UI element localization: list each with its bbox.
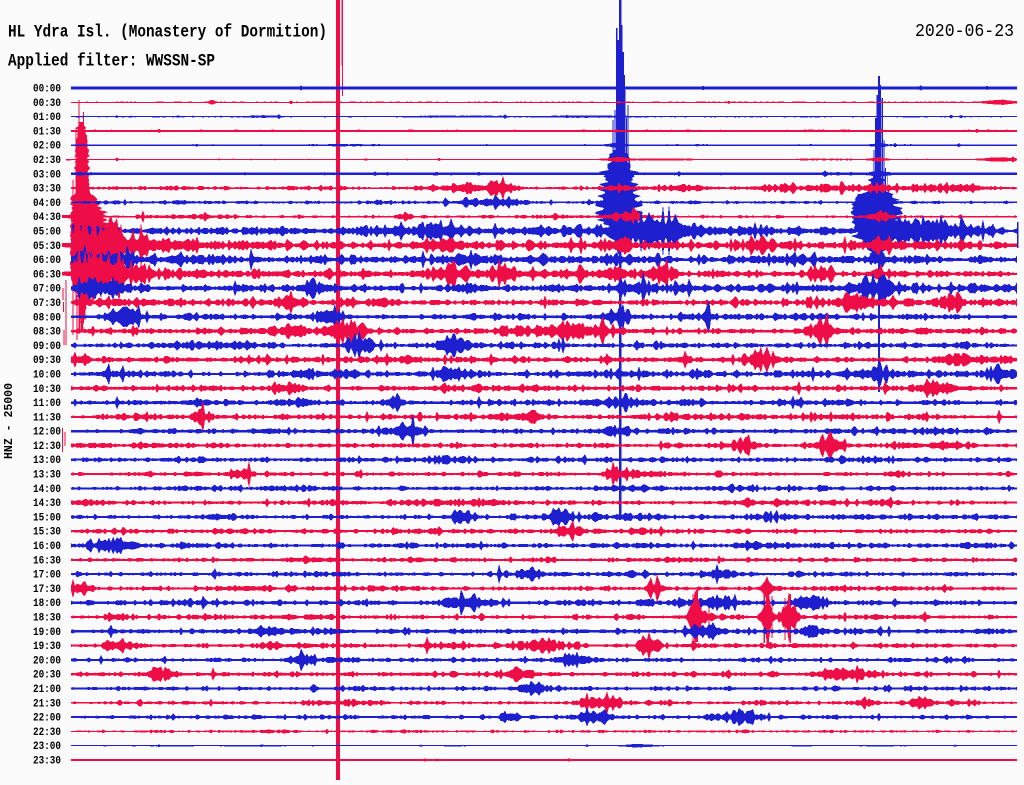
svg-text:06:30: 06:30 xyxy=(33,269,61,281)
svg-text:20:00: 20:00 xyxy=(33,655,61,667)
svg-text:01:00: 01:00 xyxy=(33,112,61,124)
svg-text:HNZ - 25000: HNZ - 25000 xyxy=(3,383,16,459)
svg-text:2020-06-23: 2020-06-23 xyxy=(915,22,1014,42)
svg-text:Applied filter: WWSSN-SP: Applied filter: WWSSN-SP xyxy=(8,52,215,72)
svg-text:02:30: 02:30 xyxy=(33,155,61,167)
svg-text:23:30: 23:30 xyxy=(33,756,61,768)
svg-text:10:00: 10:00 xyxy=(33,370,61,382)
svg-text:20:30: 20:30 xyxy=(33,670,61,682)
svg-text:16:00: 16:00 xyxy=(33,541,61,553)
svg-text:17:30: 17:30 xyxy=(33,584,61,596)
svg-text:08:00: 08:00 xyxy=(33,312,61,324)
svg-text:11:00: 11:00 xyxy=(33,398,61,410)
svg-text:17:00: 17:00 xyxy=(33,570,61,582)
svg-text:06:00: 06:00 xyxy=(33,255,61,267)
svg-text:05:30: 05:30 xyxy=(33,241,61,253)
svg-text:21:30: 21:30 xyxy=(33,698,61,710)
svg-text:04:30: 04:30 xyxy=(33,212,61,224)
svg-text:12:00: 12:00 xyxy=(33,427,61,439)
svg-text:15:30: 15:30 xyxy=(33,527,61,539)
svg-text:18:30: 18:30 xyxy=(33,613,61,625)
svg-text:03:30: 03:30 xyxy=(33,184,61,196)
svg-text:14:00: 14:00 xyxy=(33,484,61,496)
svg-text:19:00: 19:00 xyxy=(33,627,61,639)
svg-text:10:30: 10:30 xyxy=(33,384,61,396)
svg-text:13:00: 13:00 xyxy=(33,455,61,467)
svg-text:14:30: 14:30 xyxy=(33,498,61,510)
svg-text:21:00: 21:00 xyxy=(33,684,61,696)
svg-text:16:30: 16:30 xyxy=(33,555,61,567)
svg-text:07:30: 07:30 xyxy=(33,298,61,310)
svg-text:12:30: 12:30 xyxy=(33,441,61,453)
svg-text:22:30: 22:30 xyxy=(33,727,61,739)
svg-text:01:30: 01:30 xyxy=(33,126,61,138)
svg-text:19:30: 19:30 xyxy=(33,641,61,653)
svg-text:13:30: 13:30 xyxy=(33,470,61,482)
svg-text:09:30: 09:30 xyxy=(33,355,61,367)
svg-text:18:00: 18:00 xyxy=(33,598,61,610)
svg-text:22:00: 22:00 xyxy=(33,713,61,725)
svg-text:09:00: 09:00 xyxy=(33,341,61,353)
svg-text:04:00: 04:00 xyxy=(33,198,61,210)
svg-text:02:00: 02:00 xyxy=(33,141,61,153)
svg-text:05:00: 05:00 xyxy=(33,227,61,239)
svg-text:23:00: 23:00 xyxy=(33,741,61,753)
svg-text:00:00: 00:00 xyxy=(33,84,61,96)
svg-text:00:30: 00:30 xyxy=(33,98,61,110)
svg-text:15:00: 15:00 xyxy=(33,512,61,524)
svg-text:HL Ydra Isl. (Monastery of Dor: HL Ydra Isl. (Monastery of Dormition) xyxy=(8,23,327,43)
svg-text:11:30: 11:30 xyxy=(33,412,61,424)
svg-text:07:00: 07:00 xyxy=(33,284,61,296)
svg-text:03:00: 03:00 xyxy=(33,169,61,181)
svg-text:08:30: 08:30 xyxy=(33,327,61,339)
